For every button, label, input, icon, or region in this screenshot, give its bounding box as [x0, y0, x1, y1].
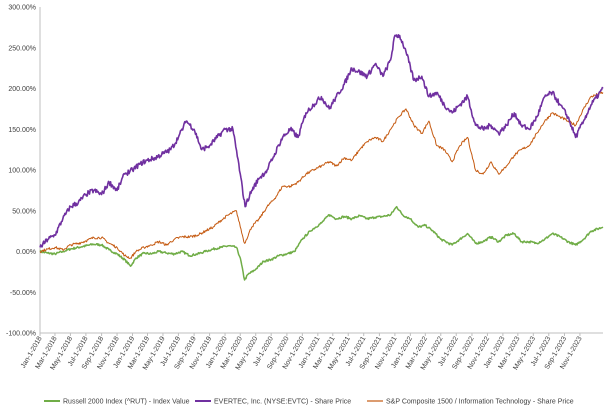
y-tick-label: 200.00%: [8, 86, 36, 93]
legend-item: S&P Composite 1500 / Information Technol…: [367, 399, 574, 406]
y-tick-label: 300.00%: [8, 5, 36, 12]
y-tick-labels: -100.00% -50.00% 0.00% 50.00% 100.00% 150.00%…: [6, 5, 36, 338]
legend-label: Russell 2000 Index (^RUT) - Index Value: [63, 399, 190, 406]
series-line: [39, 205, 604, 281]
y-tick-label: -50.00%: [10, 290, 36, 297]
y-tick-label: 250.00%: [8, 45, 36, 52]
y-tick-label: 100.00%: [8, 168, 36, 175]
series-lines: [39, 34, 604, 281]
plot-area: -100.00% -50.00% 0.00% 50.00% 100.00% 150.00%…: [6, 5, 604, 371]
legend-item: Russell 2000 Index (^RUT) - Index Value: [44, 399, 190, 406]
legend: Russell 2000 Index (^RUT) - Index Value E…: [44, 399, 574, 406]
y-tick-label: 150.00%: [8, 127, 36, 134]
x-tick-labels: Jan-1-2018Mar-1-2018May-1-2018Jul-1-2018…: [20, 333, 584, 371]
series-line: [39, 91, 604, 259]
y-tick-label: -100.00%: [6, 331, 36, 338]
legend-item: EVERTEC, Inc. (NYSE:EVTC) - Share Price: [195, 399, 351, 406]
y-tick-label: 0.00%: [16, 249, 36, 256]
legend-label: S&P Composite 1500 / Information Technol…: [386, 399, 574, 406]
y-tick-label: 50.00%: [12, 208, 36, 215]
series-line: [39, 34, 604, 248]
legend-label: EVERTEC, Inc. (NYSE:EVTC) - Share Price: [214, 399, 351, 406]
